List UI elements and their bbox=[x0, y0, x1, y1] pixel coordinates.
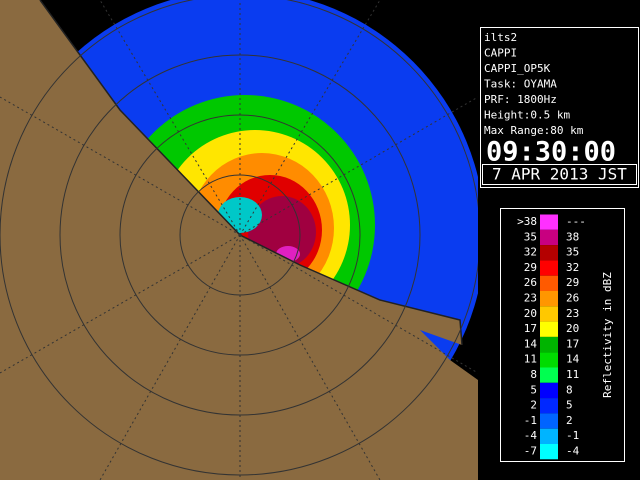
legend-high: 26 bbox=[566, 292, 579, 305]
legend-low: 20 bbox=[524, 307, 537, 320]
legend-swatch bbox=[540, 428, 558, 444]
legend-swatch bbox=[540, 245, 558, 261]
legend-swatch bbox=[540, 260, 558, 276]
legend-low: 23 bbox=[524, 292, 537, 305]
legend-high: 2 bbox=[566, 414, 573, 427]
legend-high: 17 bbox=[566, 337, 579, 350]
legend-swatch bbox=[540, 444, 558, 460]
legend-swatch bbox=[540, 413, 558, 429]
info-line: PRF: 1800Hz bbox=[484, 93, 557, 106]
legend-high: -4 bbox=[566, 445, 580, 458]
legend-swatch bbox=[540, 275, 558, 291]
legend-high: 14 bbox=[566, 353, 580, 366]
legend-high: 20 bbox=[566, 322, 579, 335]
legend-swatch bbox=[540, 306, 558, 322]
date: 7 APR 2013 JST bbox=[492, 165, 627, 184]
legend-low: 35 bbox=[524, 230, 537, 243]
legend: >38 --- 35 38 32 35 29 32 26 29 23 26 20 23 17 20 14 17 11… bbox=[517, 214, 586, 460]
legend-high: 5 bbox=[566, 399, 573, 412]
legend-low: -1 bbox=[524, 414, 537, 427]
legend-box bbox=[500, 208, 625, 462]
legend-low: 5 bbox=[530, 383, 537, 396]
legend-low: 29 bbox=[524, 261, 537, 274]
radar-map bbox=[0, 0, 478, 480]
legend-low: 32 bbox=[524, 246, 537, 259]
date-box bbox=[482, 164, 637, 185]
legend-low: 17 bbox=[524, 322, 537, 335]
legend-low: 2 bbox=[530, 399, 537, 412]
legend-swatch bbox=[540, 321, 558, 337]
legend-title: Reflectivity in dBZ bbox=[601, 272, 614, 398]
legend-swatch bbox=[540, 398, 558, 414]
legend-low: 8 bbox=[530, 368, 537, 381]
legend-high: 29 bbox=[566, 276, 579, 289]
legend-high: 11 bbox=[566, 368, 579, 381]
legend-low: 11 bbox=[524, 353, 537, 366]
legend-low: -4 bbox=[524, 429, 538, 442]
legend-swatch bbox=[540, 382, 558, 399]
info-lines: ilts2 CAPPI CAPPI_OP5K Task: OYAMA PRF: 1800… bbox=[484, 31, 584, 137]
legend-swatch bbox=[540, 291, 558, 307]
legend-swatch bbox=[540, 229, 558, 246]
legend-low: 14 bbox=[524, 337, 538, 350]
info-panel bbox=[480, 27, 639, 188]
info-line: Height:0.5 km bbox=[484, 109, 570, 122]
legend-swatch bbox=[540, 352, 558, 368]
land bbox=[0, 0, 478, 480]
coastline bbox=[39, 0, 463, 346]
info-line: Task: OYAMA bbox=[484, 78, 557, 91]
info-line: Max Range:80 km bbox=[484, 124, 584, 137]
info-line: CAPPI_OP5K bbox=[484, 62, 551, 75]
legend-high: -1 bbox=[566, 429, 579, 442]
legend-high: 8 bbox=[566, 383, 573, 396]
legend-swatch bbox=[540, 214, 558, 230]
legend-swatch bbox=[540, 367, 558, 383]
legend-high: 32 bbox=[566, 261, 579, 274]
info-line: CAPPI bbox=[484, 47, 517, 60]
legend-high: 23 bbox=[566, 307, 579, 320]
legend-low: -7 bbox=[524, 445, 537, 458]
legend-high: 35 bbox=[566, 246, 579, 259]
legend-low: >38 bbox=[517, 215, 537, 228]
legend-swatch bbox=[540, 336, 558, 353]
radials bbox=[0, 0, 478, 480]
legend-high: 38 bbox=[566, 230, 579, 243]
time: 09:30:00 bbox=[486, 137, 616, 168]
legend-low: 26 bbox=[524, 276, 537, 289]
info-line: ilts2 bbox=[484, 31, 517, 44]
legend-high: --- bbox=[566, 215, 586, 228]
